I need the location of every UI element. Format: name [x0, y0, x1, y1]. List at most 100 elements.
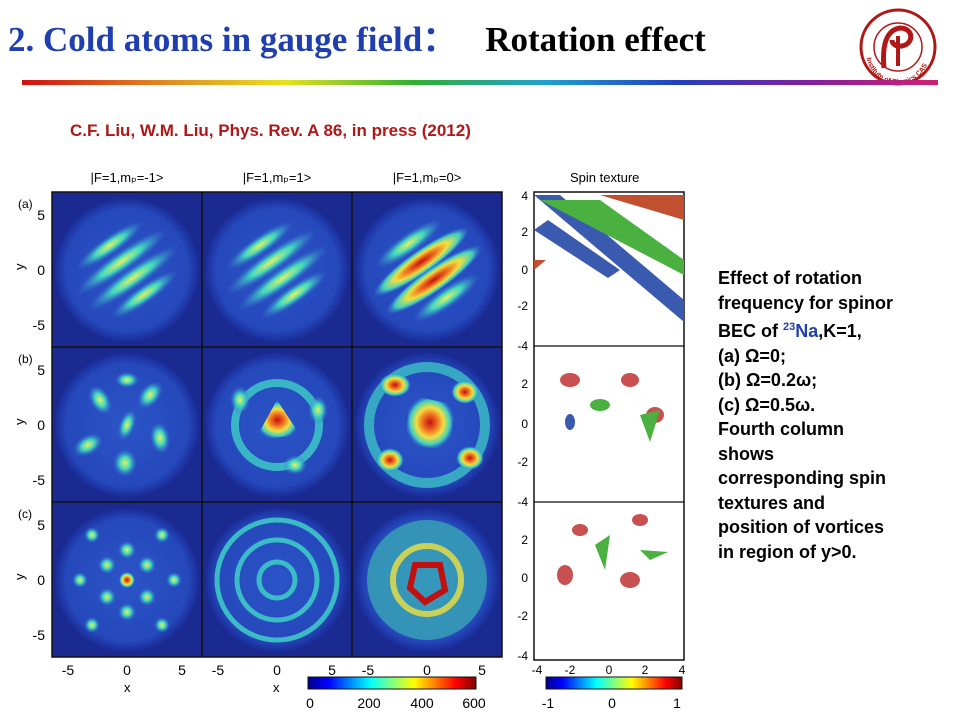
blob-b1-center	[117, 409, 137, 441]
spin-xtick-neg4: -4	[532, 663, 543, 677]
xtick-col1-5: 5	[178, 662, 186, 678]
title-underline	[22, 80, 938, 85]
stripe-a3-3	[385, 245, 482, 315]
blob-b1-5	[73, 433, 103, 457]
spin-ytick-c-neg4: -4	[517, 649, 528, 663]
caption-line-11: position of vortices	[718, 517, 885, 537]
blob-b2-2	[308, 396, 328, 424]
row-label-c: (c)	[18, 507, 32, 521]
ytick-b-0: 0	[37, 417, 45, 433]
institute-logo: Institute of Physics CAS	[859, 8, 937, 86]
cbar-spin-tick-0: 0	[608, 695, 616, 711]
blob-c1-8	[154, 527, 170, 543]
xtick-col3-0: 0	[423, 662, 431, 678]
stripe-a1-4	[111, 270, 178, 319]
caption-kappa: ,Κ=1,	[818, 321, 862, 341]
spin-a-stripe-5	[534, 260, 546, 270]
spin-ytick-c-2: 2	[521, 533, 528, 547]
ylabel-c: y	[12, 573, 27, 580]
cbar-density-tick-600: 600	[462, 695, 486, 711]
row-label-a: (a)	[18, 197, 33, 211]
caption-isotope-mass: 23	[783, 321, 796, 333]
colorbar-spin	[545, 676, 683, 690]
ylabel-b: y	[12, 418, 27, 425]
xtick-col2-0: 0	[273, 662, 281, 678]
cbar-spin-tick-neg1: -1	[542, 695, 555, 711]
spin-xtick-neg2: -2	[565, 663, 576, 677]
blob-b3-3	[456, 446, 484, 470]
spin-c-blob-6	[640, 550, 668, 560]
caption-bec-prefix: BEC of	[718, 321, 783, 341]
spin-ytick-a-4: 4	[521, 189, 528, 203]
blob-b1-2	[137, 381, 163, 409]
blob-c1-10	[166, 572, 182, 588]
ring-b3	[364, 362, 490, 488]
caption-line-1: Effect of rotation	[718, 268, 862, 288]
stripe-a3-2	[373, 227, 470, 297]
spin-ytick-b-2: 2	[521, 377, 528, 391]
xtick-col3-neg5: -5	[362, 662, 375, 678]
blob-c1-center	[119, 572, 135, 588]
xtick-col3-5: 5	[478, 662, 486, 678]
title-topic: 2. Cold atoms in gauge field：	[8, 20, 458, 59]
row-label-b: (b)	[18, 352, 33, 366]
blob-b2-1	[230, 386, 250, 414]
spin-b-blob-5	[640, 410, 660, 442]
caption-line-3: BEC of 23Na,Κ=1,	[718, 315, 958, 344]
ytick-a-0: 0	[37, 262, 45, 278]
stripe-a3-4	[413, 273, 480, 323]
blob-b1-6	[115, 372, 139, 388]
ring-c3-center	[406, 562, 449, 606]
spin-ytick-c-0: 0	[521, 571, 528, 585]
spin-ytick-a-2: 2	[521, 225, 528, 239]
spin-ytick-a-0: 0	[521, 263, 528, 277]
blob-c1-7	[84, 527, 100, 543]
caption-line-7: Fourth column	[718, 419, 844, 439]
slide-title: 2. Cold atoms in gauge field： Rotation ef…	[8, 22, 706, 57]
spin-ytick-b-neg2: -2	[517, 455, 528, 469]
spin-c-blob-4	[620, 572, 640, 588]
spin-ytick-b-0: 0	[521, 417, 528, 431]
caption-line-12: in region of y>0.	[718, 541, 857, 562]
figure-caption: Effect of rotation frequency for spinor …	[718, 266, 958, 564]
spin-ytick-c-neg2: -2	[517, 609, 528, 623]
column-title-mf-minus1: |F=1,mₚ=-1>	[91, 170, 164, 185]
citation: C.F. Liu, W.M. Liu, Phys. Rev. A 86, in …	[70, 121, 471, 140]
blob-c1-6	[118, 603, 136, 621]
blob-c1-9	[72, 572, 88, 588]
ylabel-a: y	[12, 263, 27, 270]
column-title-spin-texture: Spin texture	[570, 170, 639, 185]
ytick-c-5: 5	[37, 517, 45, 533]
spin-a-stripe-3	[540, 200, 684, 275]
cbar-density-tick-0: 0	[306, 695, 314, 711]
ytick-a-neg5: -5	[33, 317, 46, 333]
figure-panel-grid: |F=1,mₚ=-1> |F=1,mₚ=1> |F=1,mₚ=0> Spin t…	[12, 170, 686, 711]
caption-line-4: (a) Ω=0;	[718, 345, 786, 366]
column-title-mf-plus1: |F=1,mₚ=1>	[243, 170, 312, 185]
blob-c1-2	[138, 556, 156, 574]
blob-b3-2	[451, 380, 479, 404]
ytick-a-5: 5	[37, 207, 45, 223]
blob-c1-1	[98, 556, 116, 574]
stripe-a1-2	[75, 229, 167, 295]
ring-c2-3	[214, 517, 340, 643]
ytick-c-0: 0	[37, 572, 45, 588]
colorbar-density	[307, 676, 477, 690]
cbar-spin-tick-1: 1	[673, 695, 681, 711]
spin-ytick-b-neg4: -4	[517, 495, 528, 509]
xtick-col1-neg5: -5	[62, 662, 75, 678]
caption-line-2: frequency for spinor	[718, 292, 894, 313]
caption-line-8: shows	[718, 443, 775, 464]
blob-c1-11	[84, 617, 100, 633]
ring-c2-1	[256, 559, 298, 601]
column-title-mf-0: |F=1,mₚ=0>	[393, 170, 462, 185]
cbar-density-tick-400: 400	[410, 695, 434, 711]
spin-b-blob-1	[560, 373, 580, 387]
spin-ytick-a-neg4: -4	[517, 339, 528, 353]
ring-c3-outer	[390, 543, 464, 617]
disk-c2	[205, 508, 349, 652]
blob-c1-12	[154, 617, 170, 633]
caption-line-6: (c) Ω=0.5ω.	[718, 394, 816, 415]
cbar-density-tick-200: 200	[357, 695, 381, 711]
ring-c2-2	[234, 537, 320, 623]
